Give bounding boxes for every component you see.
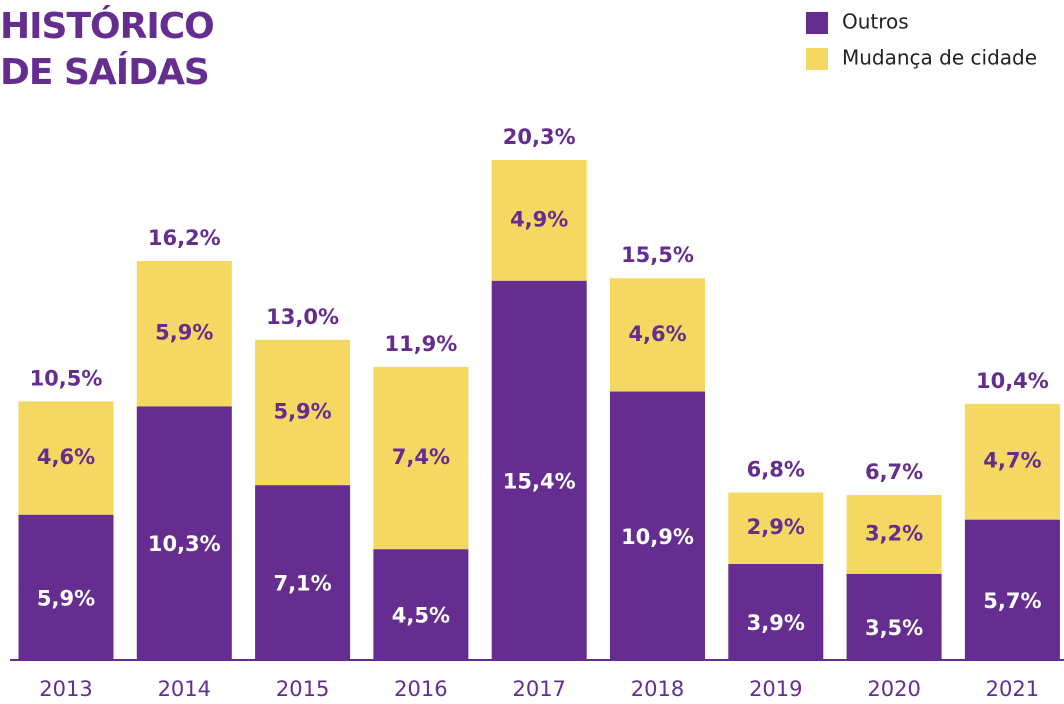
legend-label: Outros (842, 10, 909, 34)
x-tick-label: 2015 (276, 677, 329, 701)
value-label: 7,1% (273, 572, 331, 596)
bar-segment (491, 280, 587, 660)
value-label: 4,9% (510, 207, 568, 231)
x-tick-label: 2013 (39, 677, 92, 701)
total-label: 16,2% (148, 226, 221, 250)
value-label: 3,9% (747, 611, 805, 635)
value-label: 7,4% (392, 445, 450, 469)
x-tick-label: 2018 (631, 677, 684, 701)
bar-segment (373, 549, 469, 660)
value-label: 5,9% (155, 321, 213, 345)
legend-swatch (806, 12, 828, 34)
value-label: 15,4% (503, 469, 576, 493)
bar-segment (491, 160, 587, 281)
x-tick-label: 2016 (394, 677, 447, 701)
bar-segment (610, 391, 705, 660)
total-label: 13,0% (266, 305, 339, 329)
value-label: 5,7% (983, 589, 1041, 613)
value-label: 4,7% (983, 449, 1041, 473)
x-tick-label: 2020 (867, 677, 920, 701)
total-label: 20,3% (503, 125, 576, 149)
chart-title: HISTÓRICO DE SAÍDAS (0, 6, 215, 93)
value-label: 5,9% (273, 399, 331, 423)
bar-segment (728, 492, 824, 564)
bar-segment (964, 403, 1060, 520)
bar-segment (136, 260, 232, 407)
bar-segment (846, 573, 942, 660)
total-label: 10,5% (30, 366, 103, 390)
value-label: 10,9% (621, 525, 694, 549)
total-label: 6,8% (747, 458, 805, 482)
bar-segment (373, 366, 469, 550)
bar-segment (964, 519, 1060, 660)
bar-segment (255, 485, 351, 660)
total-label: 10,4% (976, 369, 1049, 393)
value-label: 4,6% (37, 445, 95, 469)
bar-segment (18, 401, 114, 515)
bar-segment (610, 278, 705, 392)
legend-swatch (806, 48, 828, 70)
value-label: 4,6% (628, 322, 686, 346)
bar-segment (846, 494, 942, 574)
total-label: 11,9% (384, 332, 457, 356)
x-tick-label: 2014 (158, 677, 211, 701)
x-tick-label: 2021 (986, 677, 1039, 701)
legend-label: Mudança de cidade (842, 46, 1037, 70)
value-label: 3,2% (865, 521, 923, 545)
value-label: 2,9% (747, 515, 805, 539)
value-label: 5,9% (37, 586, 95, 610)
value-label: 10,3% (148, 532, 221, 556)
bar-segment (255, 339, 351, 486)
bar-segment (18, 514, 114, 660)
total-label: 15,5% (621, 243, 694, 267)
value-label: 3,5% (865, 616, 923, 640)
value-label: 4,5% (392, 604, 450, 628)
x-tick-label: 2017 (512, 677, 565, 701)
bar-segment (728, 563, 824, 660)
total-label: 6,7% (865, 460, 923, 484)
x-tick-label: 2019 (749, 677, 802, 701)
bar-segment (136, 406, 232, 660)
